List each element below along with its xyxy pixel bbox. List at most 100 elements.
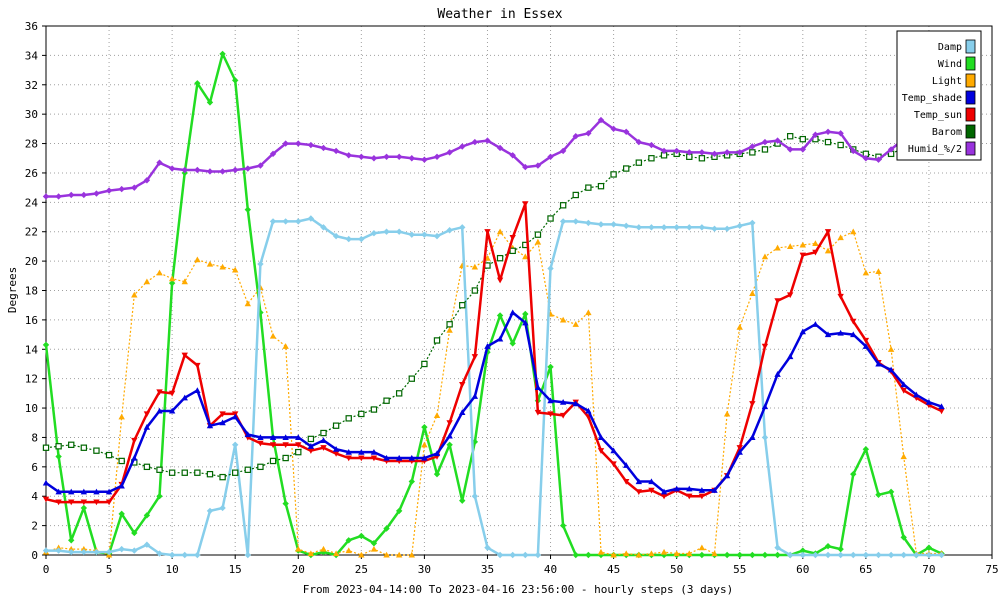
data-point [219, 50, 226, 58]
data-point [522, 163, 529, 171]
data-point [93, 548, 100, 556]
data-point [812, 240, 819, 247]
data-point [143, 541, 151, 548]
data-point [547, 363, 554, 371]
data-point [635, 159, 643, 166]
data-point [799, 146, 806, 153]
legend-swatch [965, 90, 976, 105]
data-point [168, 407, 176, 414]
data-point [370, 448, 378, 455]
data-point [799, 252, 806, 259]
data-point [446, 432, 453, 439]
y-tick-label: 8 [31, 431, 38, 444]
data-point [635, 478, 643, 485]
data-point [206, 507, 214, 515]
data-point [358, 235, 365, 243]
data-point [244, 165, 252, 172]
data-point [862, 337, 870, 344]
x-tick-label: 20 [292, 563, 305, 576]
data-point [887, 488, 895, 496]
data-point [736, 445, 743, 451]
data-point [774, 371, 781, 377]
y-tick-label: 28 [25, 138, 38, 151]
data-point [80, 499, 88, 506]
data-point [648, 155, 655, 162]
data-point [332, 147, 340, 155]
data-point [723, 149, 731, 156]
data-point [269, 150, 277, 158]
data-point [408, 155, 415, 162]
data-point [749, 551, 756, 559]
data-point [232, 166, 239, 174]
data-point [736, 324, 743, 330]
data-point [80, 191, 88, 199]
legend-label: Barom [932, 127, 962, 138]
data-point [131, 454, 138, 461]
data-point [761, 138, 769, 146]
data-point [635, 224, 643, 231]
data-point [194, 256, 201, 263]
data-point [68, 191, 75, 199]
data-point [105, 451, 113, 459]
data-point [736, 222, 743, 230]
data-point [421, 454, 428, 461]
data-point [421, 156, 428, 163]
data-point [446, 227, 453, 234]
data-point [862, 551, 870, 559]
data-point [572, 551, 579, 559]
data-point [232, 441, 239, 448]
legend: Damp Wind Light Temp_shade Temp_sun Barom Humi… [896, 30, 982, 161]
data-point [320, 144, 327, 152]
data-point [610, 461, 617, 468]
data-point [143, 411, 151, 418]
data-point [295, 442, 302, 448]
data-point [68, 488, 75, 495]
x-tick-label: 25 [355, 563, 368, 576]
data-point [635, 138, 643, 146]
data-point [269, 218, 277, 225]
data-point [143, 177, 151, 184]
y-tick-label: 10 [25, 402, 38, 415]
data-point [307, 448, 315, 454]
data-point [168, 279, 176, 287]
y-tick-label: 24 [25, 196, 39, 209]
data-point [925, 551, 933, 559]
series-temp-shade [42, 309, 945, 495]
data-point [623, 478, 630, 485]
data-point [408, 551, 415, 558]
data-point [900, 453, 907, 460]
data-point [332, 451, 340, 457]
data-point [484, 343, 491, 349]
data-point [332, 446, 340, 452]
series-light [42, 228, 945, 558]
data-point [206, 168, 214, 175]
data-point [370, 540, 378, 547]
data-point [635, 551, 643, 558]
data-point [358, 448, 365, 455]
data-point [585, 551, 592, 559]
data-point [320, 548, 327, 556]
data-point [585, 407, 592, 414]
data-point [383, 153, 390, 160]
data-point [459, 497, 466, 504]
data-point [723, 551, 731, 559]
x-tick-label: 5 [106, 563, 113, 576]
data-point [118, 457, 125, 465]
data-point [509, 235, 516, 241]
data-point [42, 547, 50, 554]
x-tick-label: 60 [796, 563, 809, 576]
data-point [559, 522, 567, 529]
data-point [131, 437, 138, 444]
data-point [648, 224, 655, 231]
legend-swatch [965, 141, 976, 156]
y-tick-label: 16 [25, 314, 38, 327]
data-point [749, 143, 756, 150]
data-point [395, 153, 403, 160]
data-point [623, 550, 630, 557]
data-point [219, 168, 226, 175]
y-tick-label: 34 [25, 49, 39, 62]
data-point [345, 235, 352, 243]
data-point [850, 318, 857, 325]
data-point [345, 537, 352, 544]
